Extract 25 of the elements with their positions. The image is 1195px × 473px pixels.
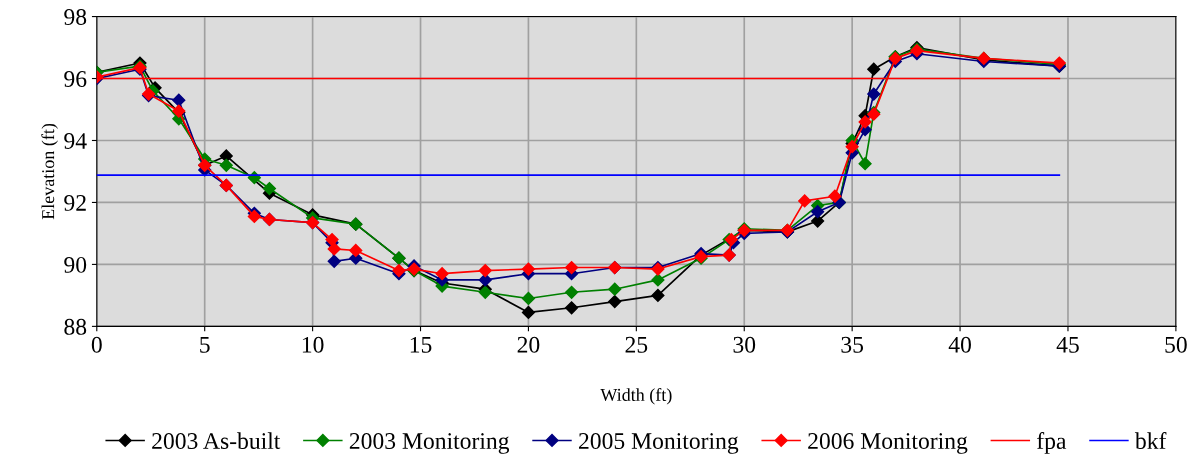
legend-label: 2003 As-built: [152, 432, 281, 449]
y-tick-label: 92: [64, 195, 86, 211]
x-tick-label: 25: [625, 336, 648, 353]
x-tick-label: 35: [841, 336, 864, 353]
legend-label: 2006 Monitoring: [808, 433, 968, 454]
legend-label: fpa: [1037, 432, 1067, 454]
x-axis-title: Width (ft): [600, 388, 672, 405]
x-tick-label: 10: [302, 336, 324, 353]
x-tick-label: 50: [1165, 336, 1187, 353]
y-tick-label: 88: [64, 318, 87, 335]
x-tick-label: 5: [200, 337, 210, 353]
y-tick-label: 98: [64, 9, 87, 25]
legend-label: 2003 Monitoring: [349, 433, 510, 454]
legend-label: bkf: [1134, 432, 1167, 449]
x-tick-label: 0: [91, 336, 102, 353]
x-tick-label: 20: [517, 336, 540, 353]
y-tick-label: 90: [64, 256, 87, 273]
x-tick-label: 30: [733, 336, 756, 353]
y-tick-label: 96: [64, 71, 87, 87]
y-tick-label: 94: [64, 133, 87, 149]
y-axis-title: Elevation (ft): [41, 123, 58, 220]
legend-label: 2005 Monitoring: [579, 433, 739, 454]
x-tick-label: 15: [410, 336, 432, 353]
x-tick-label: 45: [1056, 336, 1079, 353]
x-tick-label: 40: [948, 336, 971, 353]
